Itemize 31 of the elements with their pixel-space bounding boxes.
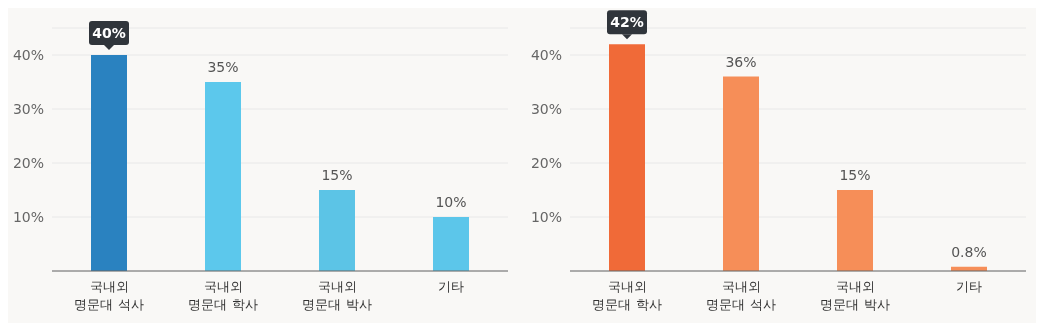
data-label: 35% bbox=[207, 59, 239, 75]
x-tick-label: 국내외 명문대 박사 bbox=[302, 279, 372, 312]
data-label: 10% bbox=[435, 194, 467, 210]
data-label: 40% bbox=[92, 25, 126, 41]
data-label: 15% bbox=[321, 167, 353, 183]
y-tick-label: 20% bbox=[12, 154, 44, 171]
y-tick-label: 40% bbox=[530, 46, 562, 63]
y-tick-label: 20% bbox=[530, 154, 562, 171]
x-tick-label: 국내외 명문대 박사 bbox=[820, 279, 890, 312]
bar bbox=[723, 76, 759, 271]
x-tick-label: 국내외 명문대 석사 bbox=[706, 279, 776, 312]
x-tick-label: 기타 bbox=[438, 279, 464, 294]
bar bbox=[319, 190, 355, 271]
y-tick-label: 30% bbox=[530, 100, 562, 117]
data-label: 36% bbox=[725, 53, 757, 70]
y-tick-label: 10% bbox=[530, 208, 562, 225]
data-label: 42% bbox=[610, 14, 644, 31]
bar bbox=[837, 190, 873, 271]
y-tick-label: 30% bbox=[12, 100, 44, 117]
x-tick-label: 국내외 명문대 석사 bbox=[74, 279, 144, 312]
bar bbox=[91, 55, 127, 271]
x-tick-label: 기타 bbox=[956, 279, 982, 294]
y-tick-label: 10% bbox=[12, 208, 44, 225]
x-tick-label: 국내외 명문대 학사 bbox=[188, 279, 258, 312]
y-tick-label: 40% bbox=[12, 46, 44, 63]
data-label: 0.8% bbox=[951, 243, 987, 260]
x-tick-label: 국내외 명문대 학사 bbox=[592, 279, 662, 312]
bar bbox=[609, 44, 645, 271]
bar bbox=[205, 82, 241, 271]
bar bbox=[433, 217, 469, 271]
data-label: 15% bbox=[839, 167, 871, 183]
